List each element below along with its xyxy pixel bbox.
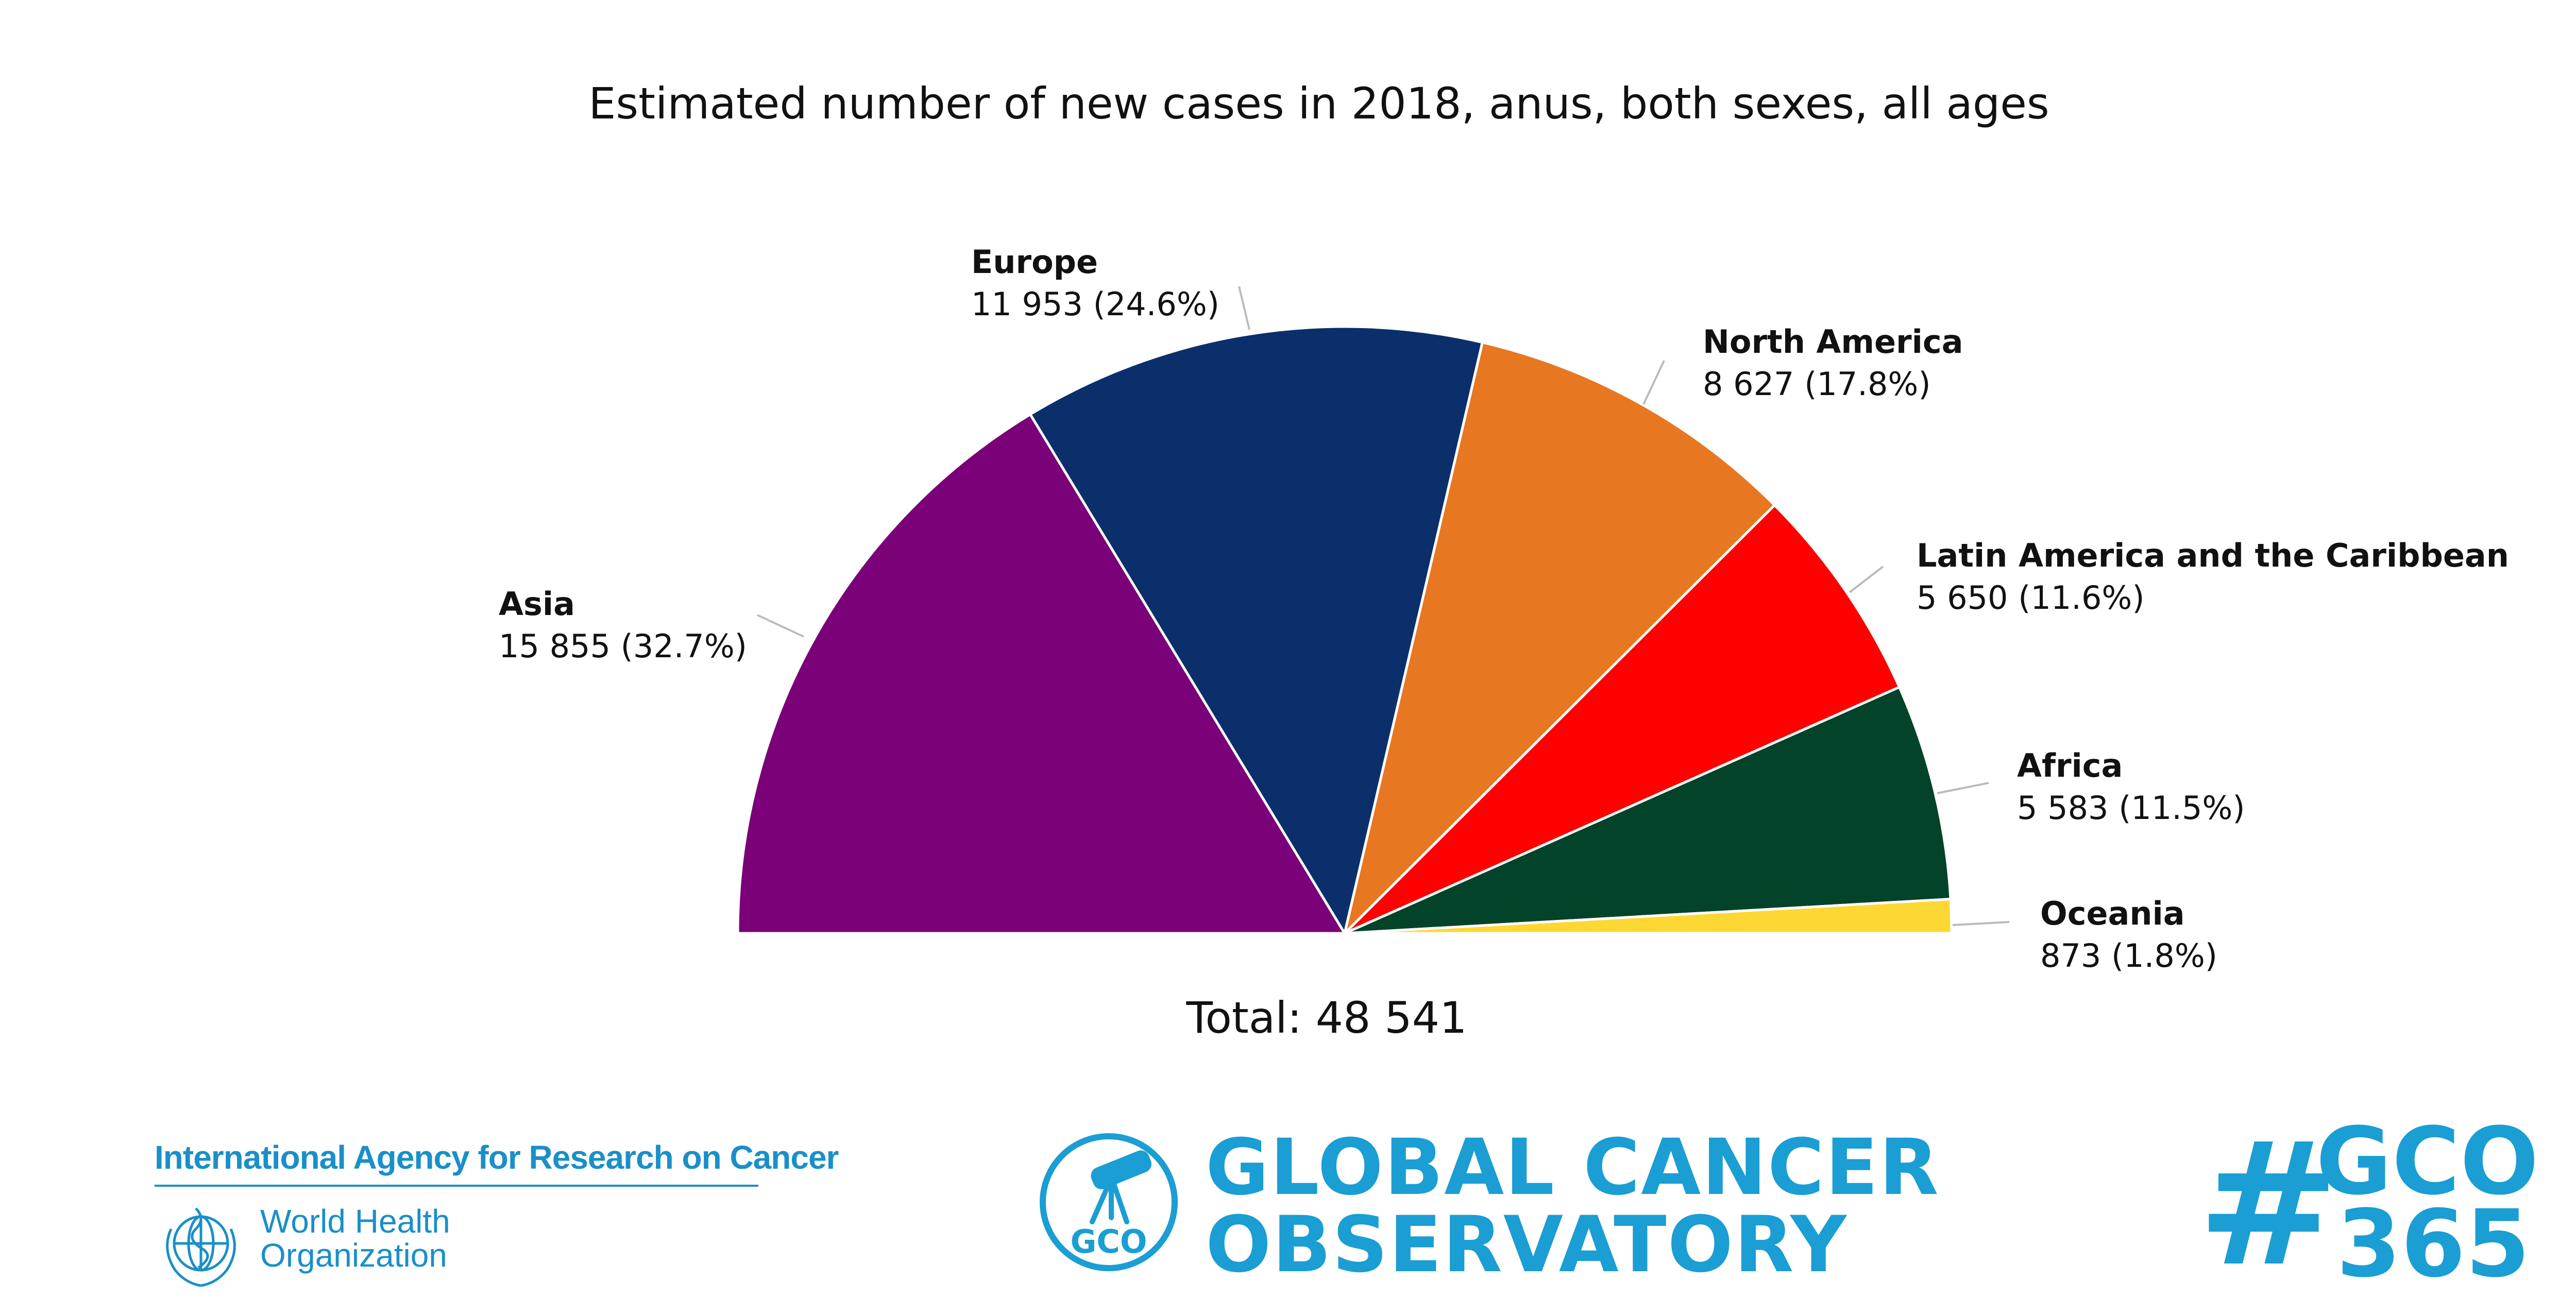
iarc-name: International Agency for Research on Can… <box>155 1139 839 1176</box>
slice-label-name: Oceania <box>2040 895 2185 932</box>
chart-total: Total: 48 541 <box>1185 993 1467 1043</box>
gco-wordmark: GLOBAL CANCER OBSERVATORY <box>1206 1129 1940 1284</box>
hashtag-line-1: GCO <box>2316 1108 2539 1216</box>
slice-label-value: 5 583 (11.5%) <box>2017 789 2245 827</box>
pie-slice-north-america <box>1342 340 1777 937</box>
leader-line <box>1238 286 1250 330</box>
leader-line <box>1937 782 1989 794</box>
slice-label-value: 8 627 (17.8%) <box>1703 365 1931 403</box>
pie-slice-asia <box>736 412 1347 935</box>
slice-label-name: Europe <box>971 243 1098 281</box>
gco-badge-text: GCO <box>1070 1223 1147 1260</box>
slice-label-value: 873 (1.8%) <box>2040 937 2217 975</box>
leader-line <box>1849 566 1884 593</box>
iarc-divider <box>155 1185 758 1187</box>
slice-label-name: North America <box>1703 323 1963 361</box>
leader-line <box>757 614 804 638</box>
pie-labels: Asia 15 855 (32.7%) Europe 11 953 (24.6%) No… <box>499 243 2509 975</box>
slice-label-value: 11 953 (24.6%) <box>971 285 1219 323</box>
pie-slices <box>736 325 1953 937</box>
slice-label-value: 15 855 (32.7%) <box>499 627 747 665</box>
slice-label-value: 5 650 (11.6%) <box>1917 579 2145 617</box>
who-line-1: World Health <box>260 1203 450 1240</box>
who-emblem-icon <box>166 1207 236 1287</box>
who-line-2: Organization <box>260 1237 447 1274</box>
who-name: World Health Organization <box>260 1204 450 1272</box>
slice-label-name: Africa <box>2017 747 2123 784</box>
gco-line-2: OBSERVATORY <box>1206 1200 1848 1290</box>
hashtag-line-2: 365 <box>2336 1190 2530 1298</box>
gco-line-1: GLOBAL CANCER <box>1206 1123 1940 1212</box>
hashtag-symbol: # <box>2197 1106 2340 1304</box>
slice-label-name: Asia <box>499 585 575 623</box>
slice-label-name: Latin America and the Caribbean <box>1917 537 2509 574</box>
pie-slice-africa <box>1344 685 1952 935</box>
gco-telescope-icon: GCO <box>1040 1133 1178 1271</box>
leader-line <box>1952 921 2010 926</box>
pie-slice-oceania <box>1344 897 1953 935</box>
footer: International Agency for Research on Can… <box>0 1107 2576 1315</box>
pie-slice-latin-america-and-the-caribbean <box>1344 503 1902 935</box>
pie-slice-europe <box>1028 325 1484 937</box>
chart-title: Estimated number of new cases in 2018, a… <box>588 78 2049 129</box>
leader-line <box>1642 360 1665 405</box>
